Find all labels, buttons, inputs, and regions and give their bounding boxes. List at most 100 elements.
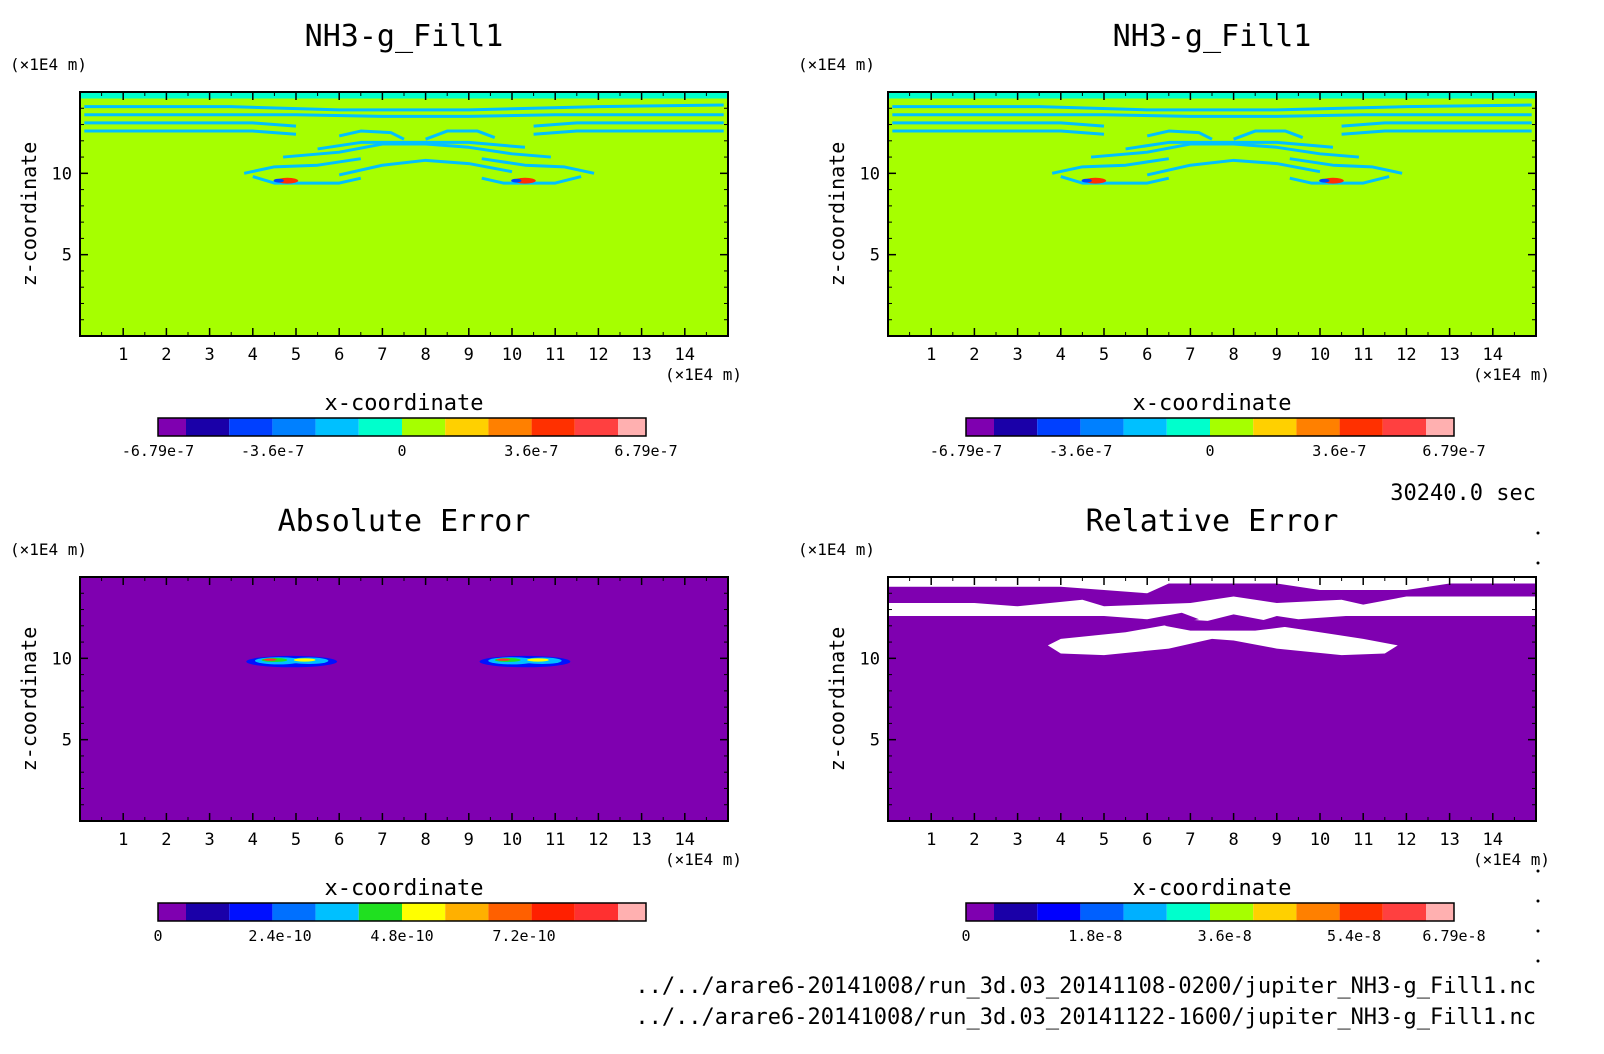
y-axis-label: z-coordinate: [825, 142, 849, 287]
panel-title: NH3-g_Fill1: [1113, 19, 1312, 54]
x-tick-label: 2: [161, 830, 171, 850]
contour-line: [84, 121, 297, 128]
colorbar-swatch: [966, 903, 994, 921]
file-path-1: ../../arare6-20141008/run_3d.03_20141108…: [635, 974, 1536, 999]
y-tick-label: 10: [52, 649, 72, 669]
x-unit-label: (×1E4 m): [665, 365, 742, 384]
colorbar-swatch: [402, 903, 446, 921]
undefined-region: [888, 577, 1536, 594]
colorbar-swatch: [358, 903, 402, 921]
x-tick-label: 13: [631, 345, 651, 365]
x-tick-label: 4: [1056, 830, 1066, 850]
cold-spot: [1081, 178, 1092, 183]
colorbar-tick-label: 2.4e-10: [248, 927, 311, 945]
x-tick-label: 6: [1142, 830, 1152, 850]
contour-line: [1233, 129, 1304, 141]
defined-region: [1164, 614, 1295, 631]
x-tick-label: 9: [464, 345, 474, 365]
x-tick-label: 12: [588, 345, 608, 365]
x-tick-label: 8: [1228, 830, 1238, 850]
x-tick-label: 12: [1396, 345, 1416, 365]
colorbar-tick-label: -6.79e-7: [122, 442, 194, 460]
colorbar-swatch: [488, 418, 532, 436]
colorbar-tick-label: 0: [1205, 442, 1214, 460]
x-tick-label: 5: [1099, 345, 1109, 365]
colorbar-swatch: [1080, 903, 1124, 921]
colorbar-swatch: [402, 418, 446, 436]
colorbar-swatch: [994, 903, 1038, 921]
error-patch: [496, 658, 510, 661]
x-tick-label: 9: [1272, 345, 1282, 365]
y-unit-label: (×1E4 m): [10, 55, 87, 74]
contour-line: [1090, 142, 1360, 159]
x-tick-label: 8: [420, 345, 430, 365]
contour-line: [1060, 175, 1170, 185]
cold-spot: [1319, 178, 1330, 183]
colorbar-tick-label: -3.6e-7: [241, 442, 304, 460]
colorbar-swatch: [272, 903, 316, 921]
cold-spot: [511, 178, 522, 183]
colorbar-swatch: [994, 418, 1038, 436]
x-tick-label: 8: [420, 830, 430, 850]
contour-line: [425, 129, 496, 141]
x-tick-label: 6: [334, 830, 344, 850]
contour-line: [892, 129, 1105, 136]
x-tick-label: 9: [464, 830, 474, 850]
colorbar: 0 2.4e-10 4.8e-10 7.2e-10: [153, 902, 647, 945]
y-tick-label: 5: [870, 731, 880, 751]
colorbar-frame: [965, 417, 1455, 437]
x-tick-label: 8: [1228, 345, 1238, 365]
x-tick-label: 6: [334, 345, 344, 365]
colorbar-swatch: [358, 418, 402, 436]
field-background: [80, 92, 728, 336]
x-tick-label: 3: [1012, 830, 1022, 850]
x-tick-label: 10: [502, 345, 522, 365]
x-tick-label: 2: [969, 830, 979, 850]
panel-nh3-comparison: NH3-g_Fill1 (×1E4 m) 1 2 3 4 5 6 7 8 9 10 11 12 13 14…: [798, 19, 1550, 460]
x-tick-label: 1: [118, 345, 128, 365]
y-unit-label: (×1E4 m): [798, 540, 875, 559]
colorbar-swatch: [445, 418, 489, 436]
x-tick-label: 14: [675, 345, 695, 365]
colorbar-swatch: [229, 418, 273, 436]
x-tick-label: 7: [1185, 830, 1195, 850]
y-axis-label: z-coordinate: [17, 627, 41, 772]
colorbar-frame: [157, 417, 647, 437]
x-tick-label: 4: [248, 830, 258, 850]
x-tick-label: 14: [1483, 830, 1503, 850]
contour-line: [338, 158, 513, 177]
contour-line: [1051, 157, 1170, 175]
contour-line: [533, 129, 724, 136]
colorbar-tick-label: 3.6e-7: [504, 442, 558, 460]
colorbar-tick-label: 7.2e-10: [492, 927, 555, 945]
colorbar-swatch: [186, 418, 230, 436]
contour-line: [84, 103, 724, 112]
contour-line: [1341, 121, 1532, 128]
contour-line: [892, 113, 1532, 118]
x-unit-label: (×1E4 m): [665, 850, 742, 869]
y-axis-label: z-coordinate: [825, 627, 849, 772]
x-tick-label: 2: [161, 345, 171, 365]
heatmap-field: [80, 577, 728, 821]
x-tick-label: 11: [1353, 830, 1373, 850]
contour-line: [338, 129, 405, 141]
colorbar-swatch: [1037, 903, 1081, 921]
colorbar-frame: [157, 902, 647, 922]
colorbar-swatch: [158, 418, 186, 436]
x-tick-label: 14: [1483, 345, 1503, 365]
field-background: [888, 92, 1536, 336]
colorbar-swatch: [1426, 903, 1454, 921]
x-axis-label: x-coordinate: [1133, 876, 1292, 901]
time-label: 30240.0 sec: [1390, 481, 1536, 506]
x-tick-label: 1: [926, 830, 936, 850]
colorbar-swatch: [272, 418, 316, 436]
panel-nh3-original: NH3-g_Fill1 (×1E4 m) 1 2 3 4 5 6 7 8 9 10 11 12 13 14…: [10, 19, 742, 460]
contour-line: [892, 103, 1532, 112]
colorbar-tick-label: 6.79e-7: [1422, 442, 1485, 460]
colorbar-swatch: [1296, 418, 1340, 436]
field-background: [80, 577, 728, 821]
